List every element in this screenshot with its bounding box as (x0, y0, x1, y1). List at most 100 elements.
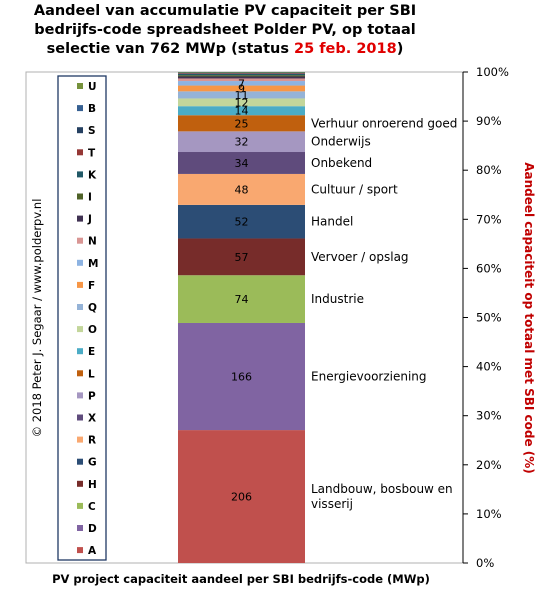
y-tick-label: 10% (476, 507, 502, 521)
bar-segment-R (178, 173, 305, 205)
bar-segment-H (178, 238, 305, 276)
bar-segment-A (178, 430, 305, 563)
legend-swatch-I (77, 193, 83, 200)
legend-swatch-Q (77, 304, 83, 310)
legend-swatch-U (77, 83, 83, 89)
legend-label-F: F (88, 280, 95, 292)
segment-label-X: 34 (235, 157, 249, 170)
y-axis-title: Aandeel capaciteit op totaal met SBI cod… (522, 162, 536, 474)
legend-swatch-C (77, 502, 83, 509)
y-tick-label: 80% (476, 163, 502, 177)
legend-swatch-K (77, 171, 83, 178)
y-tick-label: 60% (476, 261, 502, 275)
bar-segment-N (178, 78, 305, 82)
segment-label-D: 166 (231, 371, 252, 384)
category-label-L: Verhuur onroerend goed (311, 116, 457, 130)
legend-label-X: X (88, 413, 96, 425)
legend-swatch-M (77, 259, 83, 266)
legend-label-U: U (88, 81, 97, 93)
bar-segment-L (178, 115, 305, 132)
y-tick-label: 0% (476, 556, 494, 570)
bar-segment-X (178, 152, 305, 174)
legend-label-S: S (88, 125, 96, 137)
bar-segment-C (178, 275, 305, 323)
segment-label-A: 206 (231, 491, 252, 504)
legend-label-J: J (87, 214, 92, 226)
legend-label-P: P (88, 390, 96, 402)
bar-segment-E (178, 106, 305, 116)
bar-segment-J (178, 76, 305, 79)
legend-label-R: R (88, 435, 96, 447)
bar-segment-D (178, 322, 305, 431)
bar-segment-K (178, 73, 305, 76)
y-tick-label: 20% (476, 458, 502, 472)
legend-swatch-F (77, 281, 83, 288)
y-tick-label: 50% (476, 311, 502, 325)
title-line-1: Aandeel van accumulatie PV capaciteit pe… (33, 3, 417, 19)
title-line-3: selectie van 762 MWp (status 25 feb. 201… (0, 40, 450, 59)
legend-label-L: L (88, 368, 95, 380)
legend-label-E: E (88, 346, 95, 358)
legend-label-T: T (88, 147, 96, 159)
title-line-2: bedrijfs-code spreadsheet Polder PV, op … (34, 22, 416, 38)
bar-segment-F (178, 85, 305, 92)
legend-label-D: D (88, 523, 97, 535)
bar-segment-U (178, 72, 305, 73)
legend-swatch-H (77, 480, 83, 487)
segment-label-P: 32 (235, 136, 249, 149)
legend-swatch-G (77, 458, 83, 465)
y-tick-label: 100% (476, 65, 509, 79)
segment-label-R: 48 (235, 183, 249, 196)
legend-swatch-L (77, 370, 83, 377)
title-line-3-pre: selectie van 762 MWp (status (46, 41, 295, 57)
y-tick-label: 40% (476, 360, 502, 374)
category-label-H: Vervoer / opslag (311, 250, 409, 264)
legend-label-I: I (88, 192, 92, 204)
legend-swatch-O (77, 326, 83, 333)
bar-segment-I (178, 75, 305, 77)
legend-label-Q: Q (88, 302, 97, 314)
legend-swatch-J (77, 215, 83, 222)
bar-segments (178, 72, 305, 563)
category-label-X: Onbekend (311, 156, 372, 170)
legend-label-G: G (88, 457, 97, 469)
bar-segment-M (178, 81, 305, 86)
legend-label-B: B (88, 103, 96, 115)
y-tick-label: 70% (476, 212, 502, 226)
y-tick-label: 30% (476, 409, 502, 423)
segment-label-E: 14 (235, 105, 249, 118)
legend-swatch-A (77, 547, 83, 554)
bar-segment-P (178, 131, 305, 153)
legend-swatch-D (77, 525, 83, 531)
legend-swatch-S (77, 127, 83, 134)
segment-label-H: 57 (235, 251, 249, 264)
legend-label-K: K (88, 169, 97, 181)
legend-swatch-N (77, 237, 83, 244)
legend-label-H: H (88, 479, 97, 491)
legend-label-C: C (88, 501, 96, 513)
title-date: 25 feb. 2018 (294, 41, 397, 57)
legend-swatch-E (77, 348, 83, 355)
legend-label-N: N (88, 236, 97, 248)
segment-label-F: 9 (238, 82, 245, 95)
title-line-3-post: ) (396, 41, 404, 57)
segment-label-L: 25 (235, 117, 249, 130)
x-axis-title: PV project capaciteit aandeel per SBI be… (52, 572, 430, 586)
category-label-C: Industrie (311, 292, 364, 306)
legend-swatch-T (77, 149, 83, 156)
legend-swatch-B (77, 105, 83, 112)
segment-label-O: 12 (235, 96, 249, 109)
bar-segment-O (178, 98, 305, 107)
bar-segment-G (178, 204, 305, 239)
chart-title: Aandeel van accumulatie PV capaciteit pe… (0, 2, 450, 59)
segment-label-G: 52 (235, 216, 249, 229)
category-label-G: Handel (311, 215, 353, 229)
category-label-A-2: visserij (311, 497, 353, 511)
bar-segment-B (178, 72, 305, 73)
legend-swatch-X (77, 414, 83, 421)
category-label-A-1: Landbouw, bosbouw en (311, 482, 453, 496)
legend-label-O: O (88, 324, 97, 336)
category-label-D: Energievoorziening (311, 370, 427, 384)
legend-label-M: M (88, 258, 98, 270)
